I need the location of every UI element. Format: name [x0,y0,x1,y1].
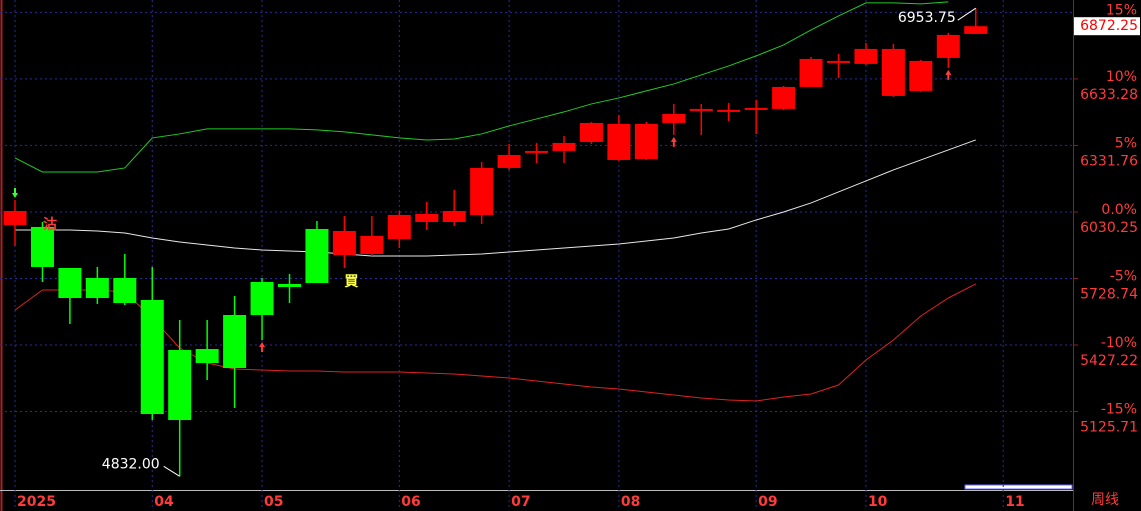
y2-tick-label: 15% [1106,2,1137,18]
x-tick-label: 11 [1005,494,1024,510]
period-label: 周线 [1091,492,1119,508]
candle-body [250,281,274,316]
candle-body [223,315,247,368]
y2-tick-label: 5% [1115,135,1137,151]
x-tick-label: 07 [511,494,530,510]
y2-tick-label: -15% [1101,402,1137,418]
x-tick-label: 05 [264,494,283,510]
candle-body [634,123,658,159]
candle-body [579,122,603,142]
candle-body [881,48,905,96]
candle-body [744,107,768,110]
min-label: 4832.00 [102,456,160,472]
candle-body [30,226,54,267]
band-line [14,1,949,173]
candle-body [799,58,823,87]
x-tick-label: 10 [868,494,888,510]
candle-body [689,108,713,111]
max-label: 6953.75 [898,10,956,26]
band-line [14,283,976,402]
x-tick-label: 04 [154,494,174,510]
y2-tick-label: 0.0% [1101,202,1137,218]
candle-body [525,150,549,153]
signal-arrow [945,69,952,80]
y-tick-label: 6030.25 [1080,220,1138,236]
candle-body [607,123,631,160]
candle-body [909,60,933,91]
candle-body [442,210,466,222]
last-price-label: 6872.25 [1080,18,1138,34]
max-leader [957,7,977,21]
x-tick-label: 08 [621,494,640,510]
y-tick-label: 5125.71 [1080,420,1138,436]
y-tick-label: 5728.74 [1080,286,1138,302]
candle-body [964,26,988,34]
y2-tick-label: -10% [1101,335,1137,351]
candle-body [470,167,494,215]
y2-tick-label: 10% [1106,69,1137,85]
candle-body [662,113,686,123]
y-tick-label: 6633.28 [1080,87,1138,103]
candle-body [305,228,329,283]
candle-body [717,109,741,112]
signal-label: 買 [344,274,359,290]
signal-label: 沽 [43,216,57,233]
candle-body [140,299,164,415]
scroll-thumb[interactable] [964,484,1073,490]
candle-body [278,283,301,287]
band-line [15,139,976,257]
candle-body [854,48,878,64]
candle-body [415,213,439,222]
candle-body [195,349,219,364]
candle-body [827,60,850,63]
candle-body [360,235,384,254]
candle-body [58,267,82,298]
min-leader [163,465,180,477]
candle-body [497,154,521,168]
candle-body [772,86,796,109]
signal-arrow [670,136,677,147]
candle-body [936,34,960,58]
signal-arrow [259,341,266,352]
x-tick-label: 2025 [17,494,56,510]
y-tick-label: 5427.22 [1080,353,1138,369]
y2-tick-label: -5% [1110,268,1137,284]
last-price-box [1074,17,1140,36]
candle-body [85,277,109,298]
candle-body [332,230,356,255]
candle-body [3,210,27,225]
signal-arrow [12,187,18,198]
x-tick-label: 06 [401,494,420,510]
candle-body [168,350,192,421]
x-tick-label: 09 [758,494,777,510]
y-tick-label: 6331.76 [1080,153,1138,169]
candle-body [387,214,411,239]
candle-body [113,277,137,304]
candle-body [552,142,576,151]
